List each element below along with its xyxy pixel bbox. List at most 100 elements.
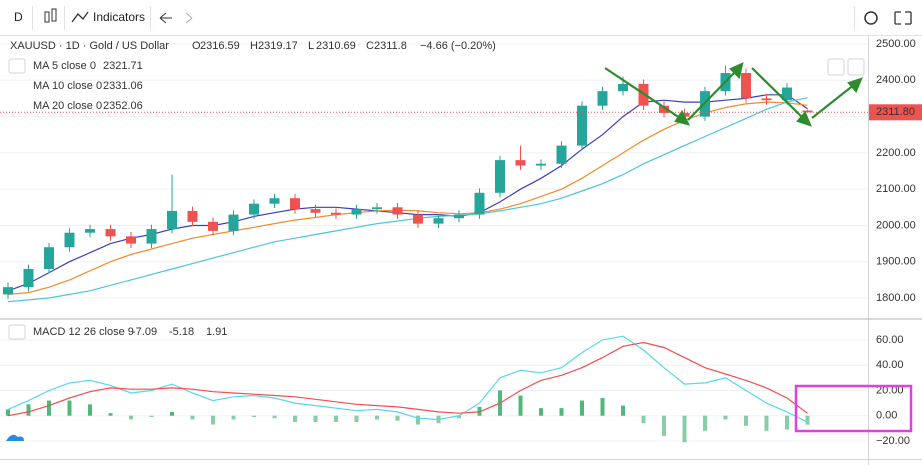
arrow	[811, 83, 856, 119]
histogram-bar	[764, 415, 769, 431]
histogram-bar	[149, 415, 154, 417]
histogram-bar	[744, 415, 748, 426]
toolbar: D Indicators	[0, 6, 922, 36]
y-tick-label: 1800.00	[876, 292, 916, 304]
ohlc-value: 2316.59	[200, 40, 240, 52]
icon	[51, 8, 57, 22]
histogram-bar	[580, 400, 584, 416]
indicators-button[interactable]: Indicators	[93, 10, 145, 24]
undo-button[interactable]	[159, 12, 172, 24]
histogram-bar	[252, 415, 256, 417]
candle-body	[290, 198, 300, 210]
interval-button[interactable]: D	[14, 10, 23, 24]
candle-body	[515, 160, 526, 166]
ma-legend-value: 2331.06	[103, 80, 143, 92]
y-tick-label: 40.00	[876, 359, 904, 371]
drawn-arrows	[604, 62, 863, 127]
histogram-bar	[805, 415, 810, 425]
candle-body	[269, 198, 280, 204]
y-tick-label: 1900.00	[876, 256, 916, 268]
histogram-bar	[67, 400, 72, 416]
ma-line	[7, 101, 808, 295]
histogram-bar	[682, 415, 687, 443]
reset-button[interactable]	[847, 58, 865, 76]
fullscreen-button[interactable]	[894, 11, 912, 25]
histogram-bar	[88, 404, 92, 416]
histogram-bar	[723, 415, 728, 420]
histogram-bar	[190, 415, 195, 420]
ma-legend-value: 2321.71	[103, 60, 143, 72]
candle-body	[372, 207, 382, 210]
settings-button[interactable]	[864, 11, 878, 25]
histogram-bar	[354, 415, 359, 423]
candle-body	[392, 207, 403, 215]
candle-body	[556, 145, 567, 164]
histogram-bar	[334, 415, 338, 423]
y-tick-label: 2100.00	[876, 183, 916, 195]
candle-body	[3, 287, 13, 295]
ma-legend-value: 2352.06	[103, 100, 143, 112]
candle-body	[85, 229, 95, 233]
indicators-icon[interactable]	[71, 11, 89, 23]
chart-type-button[interactable]	[44, 8, 57, 23]
candle-body	[105, 229, 116, 237]
ohlc-letter: H	[250, 40, 258, 52]
histogram-bar	[457, 415, 461, 419]
histogram-bar	[600, 398, 605, 416]
ma-legend-name: MA 10 close 0	[33, 80, 102, 92]
candle-body	[659, 105, 669, 113]
histogram-bar	[518, 395, 523, 416]
arrow	[751, 67, 806, 121]
histogram-bar	[539, 408, 543, 416]
y-tick-label: 20.00	[876, 384, 904, 396]
ohlc-value: 2310.69	[316, 40, 356, 52]
macd-legend-value: -5.18	[169, 326, 194, 338]
candle-body	[741, 73, 751, 99]
arrowhead	[796, 110, 812, 127]
candle-body	[536, 163, 546, 166]
candle-body	[167, 210, 177, 230]
legend-toggle[interactable]	[8, 324, 26, 340]
candle-body	[495, 160, 505, 193]
macd-line	[7, 335, 808, 423]
ma-line	[7, 94, 808, 292]
scroll-button[interactable]	[827, 58, 845, 76]
y-tick-label: 2200.00	[876, 147, 916, 159]
ma-legend-name: MA 20 close 0	[33, 100, 102, 112]
candle-body	[802, 110, 813, 113]
candle-body	[126, 236, 136, 244]
histogram-bar	[47, 400, 51, 416]
y-tick-label: 60.00	[876, 334, 904, 346]
y-tick-label: −20.00	[876, 435, 910, 447]
candle-body	[146, 229, 157, 244]
y-tick-label: 2000.00	[876, 219, 916, 231]
ohlc-letter: O	[192, 40, 201, 52]
ohlc-letter: C	[366, 40, 374, 52]
histogram-bar	[559, 408, 564, 416]
histogram-bar	[231, 415, 236, 420]
histogram-bar	[129, 415, 133, 420]
legend-toggle[interactable]	[8, 58, 26, 74]
redo-button[interactable]	[185, 12, 193, 24]
y-tick-label: 2400.00	[876, 74, 916, 86]
candle-body	[474, 192, 485, 215]
highlight-box	[794, 384, 913, 433]
macd-legend-value: 1.91	[206, 326, 227, 338]
histogram-bar	[293, 415, 297, 423]
histogram-bar	[108, 413, 113, 416]
candle-body	[44, 247, 54, 270]
candle-body	[454, 214, 464, 219]
arrowhead	[674, 109, 691, 126]
candle-body	[64, 232, 75, 248]
histogram-bar	[6, 409, 10, 416]
ma-line	[7, 97, 808, 303]
last-price-tag	[869, 104, 922, 121]
histogram-bar	[641, 415, 646, 424]
candle-body	[23, 269, 34, 288]
macd-line	[7, 341, 808, 417]
pane-buttons	[6, 58, 865, 441]
macd-legend-value: -7.09	[132, 326, 157, 338]
change-label: −4.66 (−0.20%)	[420, 40, 496, 52]
candle-body	[597, 91, 608, 106]
candle-body	[249, 203, 259, 215]
